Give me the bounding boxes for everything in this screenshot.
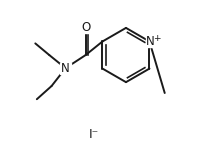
Bar bbox=[145, 36, 160, 47]
Text: +: + bbox=[152, 34, 160, 43]
Bar bbox=[80, 22, 90, 33]
Bar bbox=[60, 63, 70, 74]
Text: N: N bbox=[61, 62, 70, 75]
Text: N: N bbox=[145, 35, 154, 48]
Text: I⁻: I⁻ bbox=[89, 128, 99, 141]
Text: O: O bbox=[81, 21, 90, 34]
